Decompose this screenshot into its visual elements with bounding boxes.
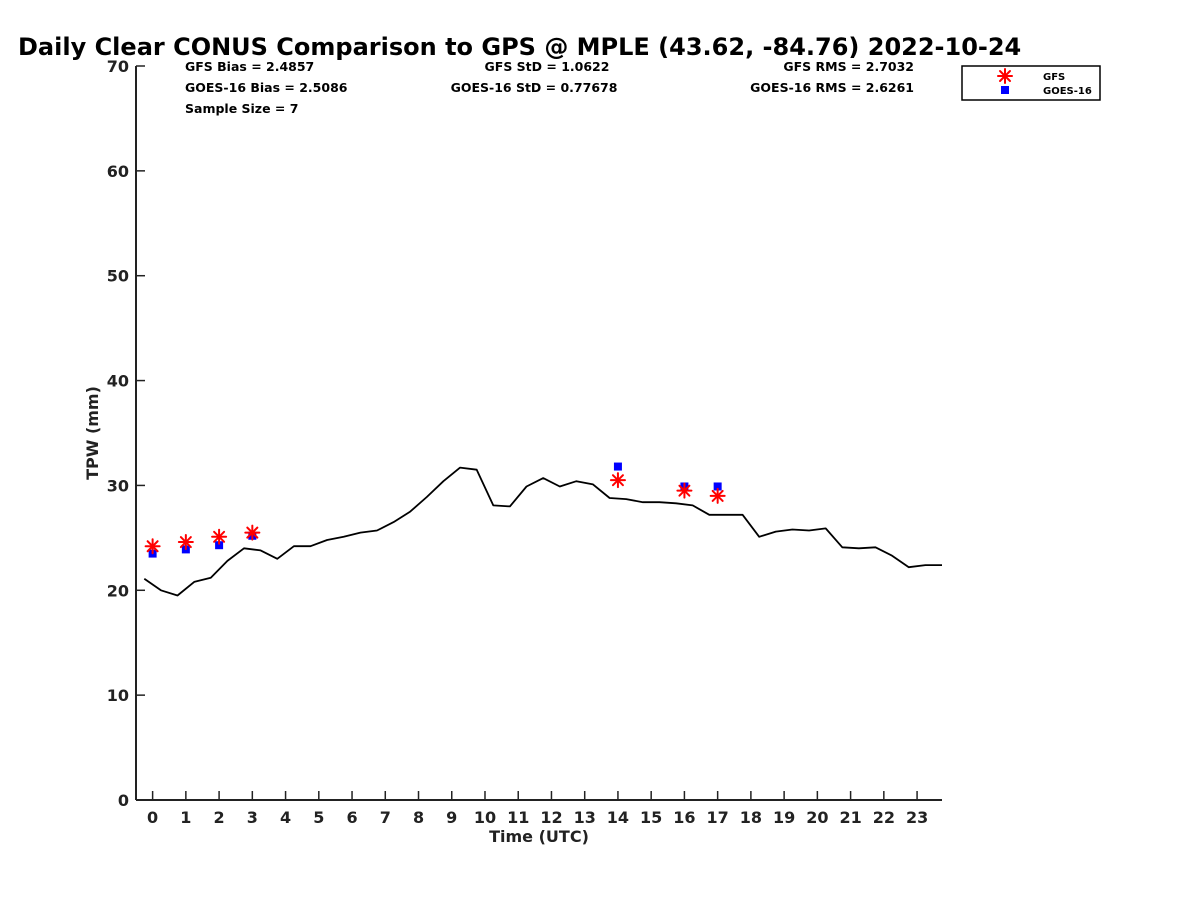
x-tick-label: 2	[214, 808, 225, 827]
x-tick-label: 9	[446, 808, 457, 827]
gfs-rms-stat: GFS RMS = 2.7032	[783, 59, 914, 74]
goes-point	[215, 541, 224, 550]
goes-point	[713, 482, 722, 491]
chart-title: Daily Clear CONUS Comparison to GPS @ MP…	[18, 33, 1021, 61]
sample-size-stat: Sample Size = 7	[185, 101, 298, 116]
x-tick-label: 21	[839, 808, 861, 827]
gfs-point	[244, 524, 261, 541]
gfs-point	[609, 472, 626, 489]
x-axis: 0 1 2 3 4 5 6 7 8 9 10 11 12 13 14 15 16 17 18 19 20 21 22 23	[136, 791, 942, 827]
plot-series	[143, 462, 942, 597]
stats-block: GFS Bias = 2.4857 GOES-16 Bias = 2.5086 …	[185, 59, 914, 116]
y-tick-label: 30	[107, 476, 129, 495]
x-tick-label: 18	[740, 808, 762, 827]
legend-goes-marker	[1001, 86, 1009, 94]
gps-series-line	[143, 466, 942, 597]
goes-point	[613, 462, 622, 471]
gfs-std-stat: GFS StD = 1.0622	[485, 59, 610, 74]
x-tick-label: 23	[906, 808, 928, 827]
x-tick-label: 3	[247, 808, 258, 827]
y-tick-label: 20	[107, 581, 129, 600]
x-tick-label: 0	[147, 808, 158, 827]
legend-box	[961, 65, 1101, 101]
y-tick-label: 60	[107, 162, 129, 181]
x-tick-label: 20	[806, 808, 828, 827]
x-tick-label: 11	[507, 808, 529, 827]
x-tick-label: 4	[280, 808, 291, 827]
x-tick-label: 1	[180, 808, 191, 827]
gfs-bias-stat: GFS Bias = 2.4857	[185, 59, 314, 74]
legend: GFS GOES-16	[961, 65, 1101, 101]
legend-gfs-marker	[997, 68, 1013, 84]
x-tick-label: 15	[640, 808, 662, 827]
goes-rms-stat: GOES-16 RMS = 2.6261	[750, 80, 914, 95]
gfs-point	[709, 487, 726, 504]
gfs-point	[144, 538, 161, 555]
gfs-point	[211, 528, 228, 545]
x-tick-label: 12	[540, 808, 562, 827]
goes-bias-stat: GOES-16 Bias = 2.5086	[185, 80, 348, 95]
x-tick-label: 16	[673, 808, 695, 827]
gfs-point	[177, 534, 194, 551]
y-axis-label: TPW (mm)	[83, 386, 102, 480]
gfs-point	[676, 482, 693, 499]
x-tick-label: 8	[413, 808, 424, 827]
goes-std-stat: GOES-16 StD = 0.77678	[451, 80, 618, 95]
x-tick-label: 10	[474, 808, 496, 827]
y-tick-label: 50	[107, 267, 129, 286]
x-tick-label: 14	[607, 808, 629, 827]
y-tick-label: 70	[107, 57, 129, 76]
y-tick-label: 40	[107, 372, 129, 391]
y-tick-label: 0	[118, 791, 129, 810]
y-tick-label: 10	[107, 686, 129, 705]
x-tick-label: 17	[707, 808, 729, 827]
x-tick-label: 13	[574, 808, 596, 827]
x-tick-label: 5	[313, 808, 324, 827]
legend-goes-label: GOES-16	[1043, 86, 1092, 97]
x-tick-label: 22	[873, 808, 895, 827]
legend-gfs-label: GFS	[1043, 72, 1065, 83]
y-axis: 0 10 20 30 40 50 60 70	[107, 57, 145, 810]
x-tick-label: 6	[346, 808, 357, 827]
x-tick-label: 19	[773, 808, 795, 827]
x-tick-label: 7	[380, 808, 391, 827]
x-axis-label: Time (UTC)	[489, 827, 589, 846]
